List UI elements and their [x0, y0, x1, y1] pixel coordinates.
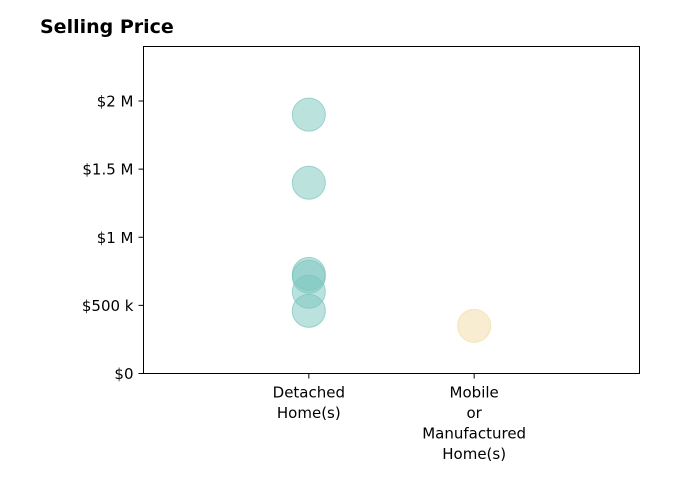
- data-point: [291, 97, 326, 132]
- data-point: [291, 165, 326, 200]
- x-tick-label: Mobile or Manufactured Home(s): [422, 384, 526, 464]
- plot-frame: [143, 46, 640, 374]
- y-tick-label: $0: [114, 365, 133, 383]
- y-tick-label: $1 M: [97, 229, 134, 247]
- x-tick-label: Detached Home(s): [273, 384, 345, 423]
- data-point: [457, 308, 492, 343]
- chart-title: Selling Price: [40, 16, 174, 38]
- y-tick-label: $500 k: [82, 297, 134, 315]
- x-axis: Detached Home(s) Mobile or Manufactured Home(…: [273, 373, 526, 464]
- y-axis: $0 $500 k $1 M $1.5 M $2 M: [82, 93, 144, 383]
- data-point: [291, 293, 326, 328]
- y-tick-label: $1.5 M: [82, 161, 133, 179]
- data-points: [291, 97, 492, 343]
- y-tick-label: $2 M: [97, 93, 134, 111]
